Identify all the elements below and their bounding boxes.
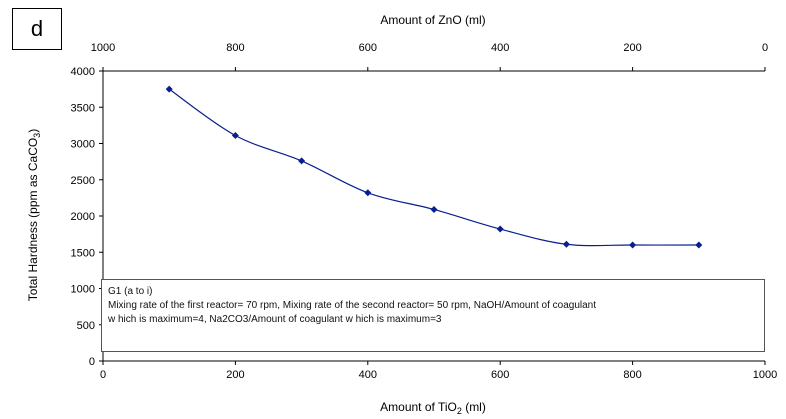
top-tick-label: 1000 [91, 42, 115, 54]
x-tick-label: 400 [359, 369, 377, 381]
top-tick-label: 200 [623, 42, 641, 54]
data-point [165, 85, 173, 93]
x-tick-label: 600 [491, 369, 509, 381]
x-axis-label: Amount of TiO2 (ml) [380, 400, 486, 416]
top-tick-label: 800 [226, 42, 244, 54]
data-point [629, 241, 637, 249]
series-line [168, 88, 699, 247]
y-axis-label: Total Hardness (ppm as CaCO3) [26, 129, 42, 301]
x-tick-label: 1000 [753, 369, 777, 381]
legend-line-1: Mixing rate of the first reactor= 70 rpm… [108, 300, 597, 311]
y-tick-label: 500 [77, 320, 95, 332]
data-point [430, 205, 438, 213]
data-point [364, 189, 372, 197]
data-point [695, 241, 703, 249]
legend-title: G1 (a to i) [108, 286, 153, 297]
top-tick-label: 600 [359, 42, 377, 54]
axes [99, 67, 766, 365]
y-tick-label: 2000 [71, 211, 95, 223]
y-tick-label: 0 [89, 356, 95, 368]
data-point [298, 157, 306, 165]
y-tick-label: 3500 [71, 102, 95, 114]
y-tick-label: 1000 [71, 284, 95, 296]
y-tick-label: 2500 [71, 175, 95, 187]
data-point [496, 225, 504, 233]
data-point [231, 132, 239, 140]
top-tick-label: 0 [762, 42, 768, 54]
x-tick-label: 0 [100, 369, 106, 381]
legend-box: G1 (a to i) Mixing rate of the first rea… [101, 279, 765, 352]
top-tick-label: 400 [491, 42, 509, 54]
y-tick-label: 4000 [71, 66, 95, 78]
y-tick-label: 3000 [71, 139, 95, 151]
legend-line-2: w hich is maximum=4, Na2CO3/Amount of co… [108, 314, 442, 325]
data-point [562, 240, 570, 248]
x-tick-label: 200 [226, 369, 244, 381]
panel-label: d [12, 8, 62, 50]
x-tick-label: 800 [623, 369, 641, 381]
y-tick-label: 1500 [71, 247, 95, 259]
series [165, 85, 703, 249]
top-axis-label: Amount of ZnO (ml) [380, 13, 485, 27]
